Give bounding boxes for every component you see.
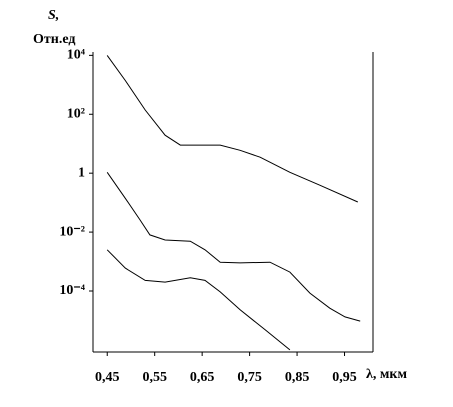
x-tick-label: 0,95 <box>332 370 357 385</box>
x-axis-label: λ, мкм <box>366 367 407 382</box>
y-tick-label: 10⁴ <box>67 48 86 63</box>
y-tick-label: 10⁻⁴ <box>59 283 85 298</box>
curve <box>106 172 361 322</box>
curve <box>106 249 291 351</box>
x-tick-label: 0,65 <box>190 370 215 385</box>
curve <box>106 55 359 203</box>
y-axis-label: S, <box>48 8 59 23</box>
x-tick-label: 0,45 <box>95 370 120 385</box>
x-tick-label: 0,85 <box>285 370 310 385</box>
x-tick-label: 0,55 <box>142 370 167 385</box>
y-tick-label: 10² <box>67 106 85 121</box>
x-tick-label: 0,75 <box>237 370 262 385</box>
y-tick-label: 10⁻² <box>59 224 85 239</box>
y-axis-unit: Отн.ед <box>33 32 75 47</box>
y-tick-label: 1 <box>78 165 85 180</box>
